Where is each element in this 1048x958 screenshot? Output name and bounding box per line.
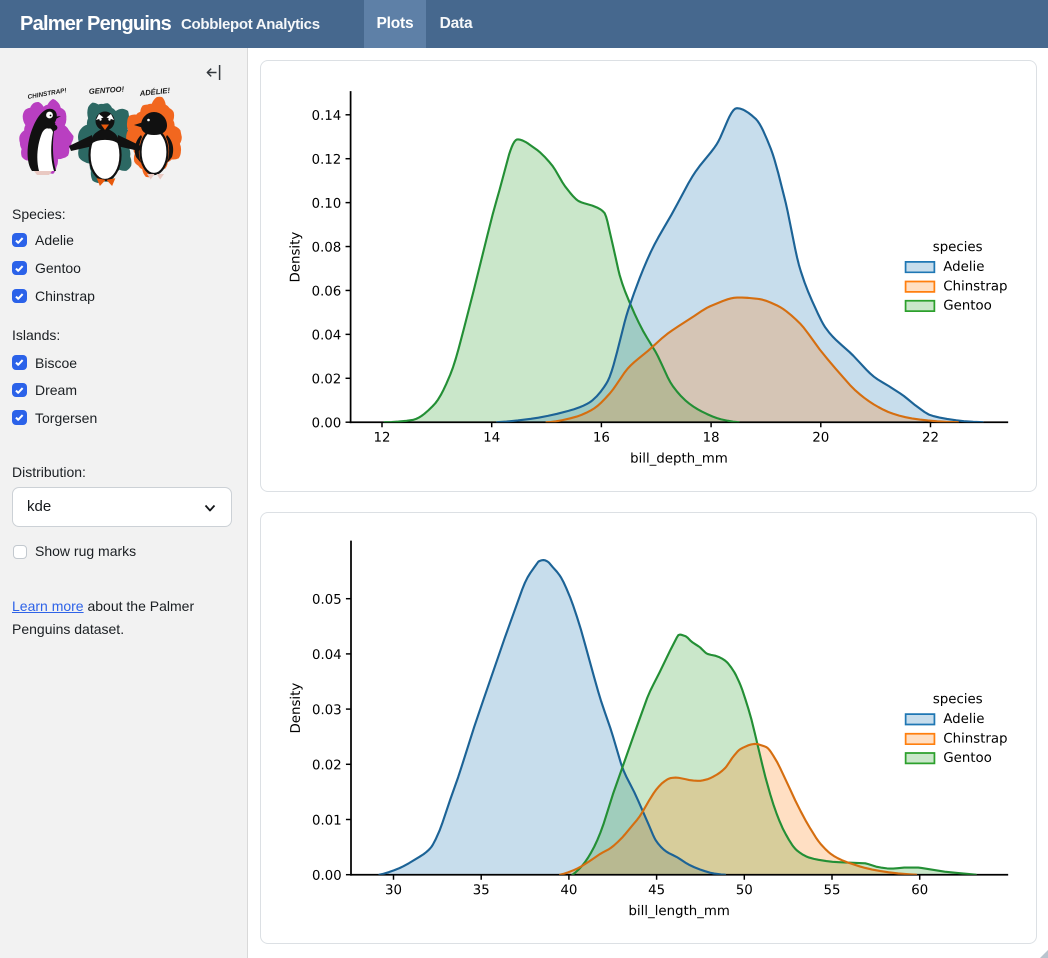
svg-text:CHINSTRAP!: CHINSTRAP! [27, 87, 68, 101]
svg-text:ADÉLIE!: ADÉLIE! [138, 86, 171, 98]
svg-text:GENTOO!: GENTOO! [89, 85, 125, 96]
